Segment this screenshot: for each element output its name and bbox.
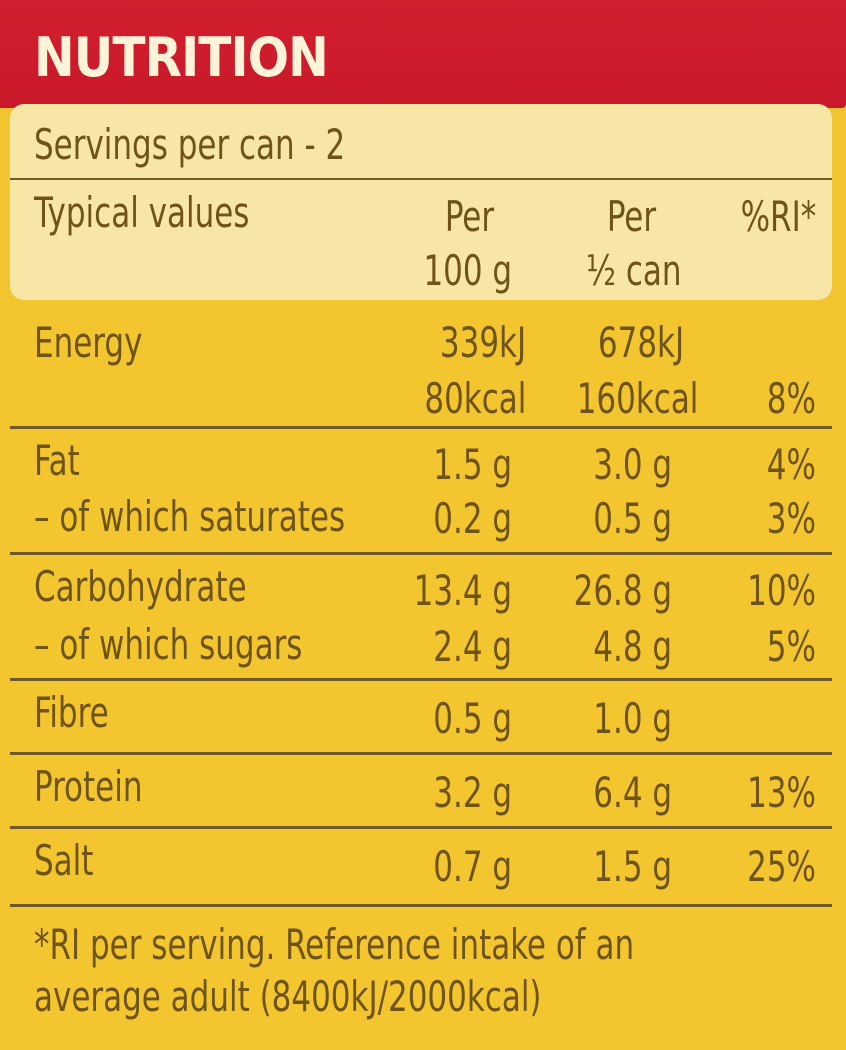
- divider: [10, 826, 832, 829]
- table-body-panel: [0, 300, 846, 1050]
- row-salt-per100: 0.7 g: [433, 842, 512, 891]
- nutrition-banner: [0, 0, 846, 108]
- divider: [10, 426, 832, 429]
- divider: [10, 178, 832, 180]
- servings-per-can: Servings per can - 2: [34, 120, 346, 169]
- header-perhalf-line1: Per: [606, 192, 656, 241]
- row-fat-ri: 4%: [766, 440, 816, 489]
- row-energy-kcal-perhalf: 160kcal: [576, 374, 698, 423]
- label-title: NUTRITION: [34, 26, 329, 89]
- footnote-line2: average adult (8400kJ/2000kcal): [34, 972, 542, 1021]
- row-fat-name: Fat: [34, 436, 80, 485]
- row-protein-per100: 3.2 g: [433, 768, 512, 817]
- row-energy-per100: 339kJ: [439, 318, 526, 367]
- row-saturates-perhalf: 0.5 g: [593, 494, 672, 543]
- row-salt-ri: 25%: [747, 842, 816, 891]
- row-saturates-ri: 3%: [766, 494, 816, 543]
- footnote-line1: *RI per serving. Reference intake of an: [34, 920, 635, 969]
- row-sugars-per100: 2.4 g: [433, 622, 512, 671]
- row-salt-perhalf: 1.5 g: [593, 842, 672, 891]
- row-carbohydrate-perhalf: 26.8 g: [573, 566, 672, 615]
- header-per100-line1: Per: [444, 192, 494, 241]
- divider: [10, 752, 832, 755]
- row-energy-perhalf: 678kJ: [597, 318, 684, 367]
- row-saturates-name: – of which saturates: [34, 492, 346, 541]
- header-ri: %RI*: [740, 192, 816, 241]
- row-salt-name: Salt: [34, 836, 94, 885]
- row-energy-name: Energy: [34, 318, 143, 367]
- row-fibre-per100: 0.5 g: [433, 694, 512, 743]
- row-carbohydrate-ri: 10%: [747, 566, 816, 615]
- row-sugars-perhalf: 4.8 g: [593, 622, 672, 671]
- row-protein-perhalf: 6.4 g: [593, 768, 672, 817]
- row-carbohydrate-per100: 13.4 g: [413, 566, 512, 615]
- row-protein-name: Protein: [34, 762, 143, 811]
- row-energy-kcal-per100: 80kcal: [423, 374, 526, 423]
- row-sugars-ri: 5%: [766, 622, 816, 671]
- row-energy-ri: 8%: [766, 374, 816, 423]
- divider: [10, 552, 832, 555]
- row-fat-perhalf: 3.0 g: [593, 440, 672, 489]
- divider: [10, 678, 832, 681]
- row-fibre-perhalf: 1.0 g: [593, 694, 672, 743]
- divider: [10, 904, 832, 907]
- row-sugars-name: – of which sugars: [34, 620, 303, 669]
- row-saturates-per100: 0.2 g: [433, 494, 512, 543]
- header-typical-values: Typical values: [34, 188, 250, 237]
- row-protein-ri: 13%: [747, 768, 816, 817]
- header-perhalf-line2: ½ can: [586, 246, 682, 295]
- row-fat-per100: 1.5 g: [433, 440, 512, 489]
- row-carbohydrate-name: Carbohydrate: [34, 562, 247, 611]
- row-fibre-name: Fibre: [34, 688, 109, 737]
- header-per100-line2: 100 g: [423, 246, 512, 295]
- header-panel: [10, 104, 832, 300]
